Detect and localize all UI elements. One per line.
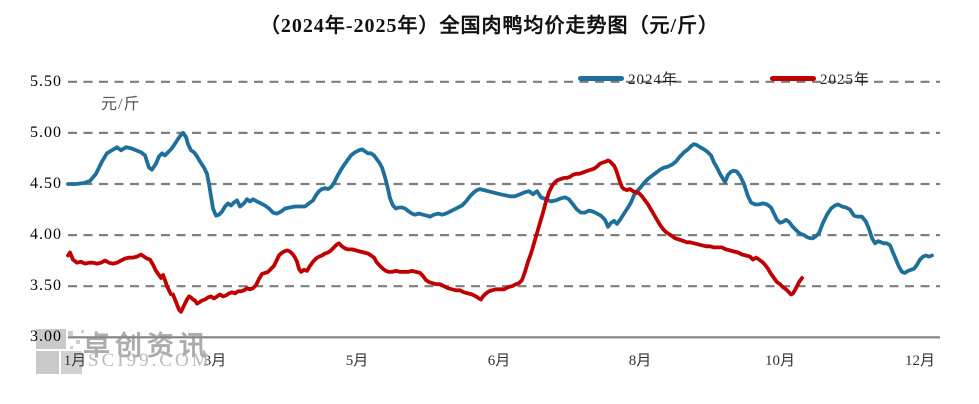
- x-tick-label-10月: 10月: [764, 353, 796, 369]
- y-tick-label-4.50: 4.50: [30, 175, 62, 192]
- watermark-block: [36, 329, 66, 349]
- watermark-site: SCI99.COM: [88, 350, 212, 371]
- legend-item-2024: 2024年: [578, 68, 678, 88]
- y-tick-label-5.50: 5.50: [30, 72, 62, 90]
- x-tick-label-1月: 1月: [63, 353, 87, 369]
- watermark-dot: [70, 346, 73, 349]
- y-tick-label-3.50: 3.50: [30, 277, 62, 295]
- y-tick-label-5.00: 5.00: [30, 123, 62, 141]
- watermark-dot: [76, 340, 80, 344]
- x-tick-label-3月: 3月: [203, 353, 227, 369]
- legend-label-2025: 2025年: [820, 71, 871, 88]
- watermark-dot: [68, 331, 73, 336]
- legend-label-2024: 2024年: [628, 71, 679, 88]
- watermark-dot: [81, 330, 84, 333]
- legend-item-2025: 2025年: [770, 68, 870, 88]
- y-tick-label-4.00: 4.00: [30, 226, 62, 244]
- watermark-brand: 卓创资讯: [83, 331, 211, 361]
- y-tick-label-3.00: 3.00: [30, 328, 62, 346]
- series-line-2025年: [66, 158, 804, 314]
- legend-line-swatch-2024: [578, 75, 624, 81]
- chart-title: （2024年-2025年）全国肉鸭均价走势图（元/斤）: [259, 15, 720, 37]
- x-tick-label-6月: 6月: [487, 353, 511, 369]
- series-line-2024年: [66, 131, 934, 275]
- x-tick-label-5月: 5月: [345, 353, 369, 369]
- x-tick-label-8月: 8月: [628, 353, 652, 369]
- watermark-block: [36, 351, 59, 374]
- watermark-block: [61, 351, 82, 374]
- legend-line-swatch-2025: [770, 75, 816, 81]
- y-axis-unit-label: 元/斤: [101, 96, 141, 113]
- x-tick-label-12月: 12月: [904, 353, 936, 369]
